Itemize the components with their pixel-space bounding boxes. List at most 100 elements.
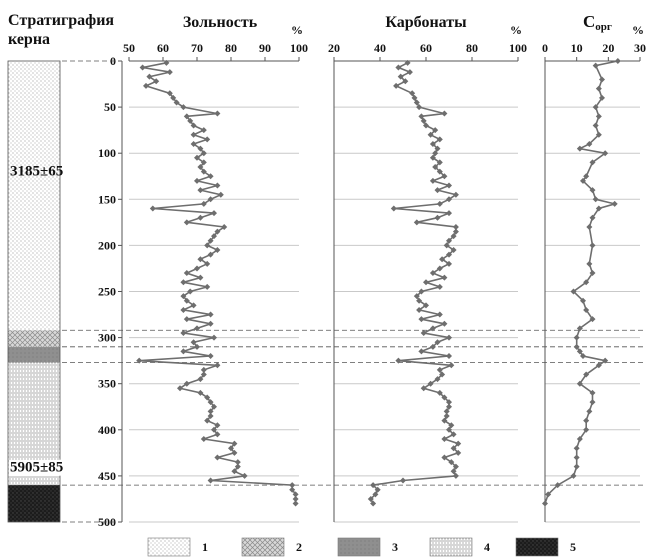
data-point xyxy=(183,113,190,120)
data-point xyxy=(183,219,190,226)
panel-3: 0 10 20 30 Сорг% xyxy=(542,12,646,523)
data-point xyxy=(434,187,441,194)
data-point xyxy=(204,394,211,401)
data-point xyxy=(554,482,561,489)
data-point xyxy=(592,104,599,111)
data-point xyxy=(439,371,446,378)
strat-unit-3 xyxy=(8,346,60,363)
data-point xyxy=(418,316,425,323)
data-point xyxy=(436,389,443,396)
data-point xyxy=(570,288,577,295)
data-point xyxy=(436,311,443,318)
data-point xyxy=(190,302,197,309)
data-point xyxy=(418,113,425,120)
data-point xyxy=(595,113,602,120)
data-point xyxy=(200,159,207,166)
data-point xyxy=(214,247,221,254)
data-point xyxy=(149,205,156,212)
data-point xyxy=(207,251,214,258)
panel-2: 20 40 60 80 100 Карбонаты% xyxy=(328,14,527,523)
data-point xyxy=(395,357,402,364)
data-point xyxy=(595,131,602,138)
data-point xyxy=(583,371,590,378)
data-point xyxy=(429,140,436,147)
data-point xyxy=(228,445,234,452)
data-point xyxy=(434,376,441,383)
data-point xyxy=(436,168,443,175)
data-point xyxy=(423,122,429,129)
data-point xyxy=(545,491,552,498)
data-point xyxy=(292,491,299,498)
data-point xyxy=(441,274,448,281)
data-point xyxy=(413,99,420,106)
data-point xyxy=(153,78,160,85)
data-point xyxy=(374,486,381,493)
data-point xyxy=(580,177,586,184)
data-point xyxy=(183,270,190,277)
data-point xyxy=(214,362,221,369)
data-point xyxy=(432,127,439,134)
data-point xyxy=(211,210,217,217)
data-point xyxy=(592,62,599,69)
data-point xyxy=(204,417,211,424)
data-point xyxy=(586,408,593,415)
data-point xyxy=(190,122,197,129)
data-point xyxy=(570,472,577,479)
data-point xyxy=(234,459,241,466)
data-point xyxy=(446,353,452,360)
data-point xyxy=(292,495,299,502)
data-point xyxy=(292,500,299,507)
legend-item-5: 5 xyxy=(515,537,576,557)
x-tick-label: 60 xyxy=(420,41,432,55)
data-point xyxy=(589,399,596,406)
data-point xyxy=(200,200,207,207)
x-tick-label: 70 xyxy=(191,41,203,55)
data-point xyxy=(452,228,459,235)
data-point xyxy=(446,196,452,203)
data-point xyxy=(372,491,379,498)
data-point xyxy=(402,78,409,85)
data-point xyxy=(180,306,187,313)
series-line xyxy=(139,62,297,504)
data-point xyxy=(583,306,590,313)
data-point xyxy=(602,150,609,157)
data-point xyxy=(441,454,448,461)
data-point xyxy=(416,306,423,313)
data-point xyxy=(599,76,605,83)
data-point xyxy=(211,233,217,240)
data-point xyxy=(583,279,590,286)
data-point xyxy=(197,187,204,194)
data-point xyxy=(589,242,596,249)
data-point xyxy=(221,223,228,230)
data-point xyxy=(207,408,214,415)
data-point xyxy=(413,219,420,226)
data-point xyxy=(197,214,204,221)
data-point xyxy=(170,94,177,101)
data-point xyxy=(231,440,238,447)
data-point xyxy=(441,110,448,117)
data-point xyxy=(200,366,207,373)
data-point xyxy=(446,334,452,341)
data-point xyxy=(217,191,224,198)
x-tick-label: 0 xyxy=(542,41,548,55)
data-point xyxy=(420,117,427,124)
data-point xyxy=(448,422,455,429)
data-point xyxy=(204,260,211,267)
data-point xyxy=(452,191,459,198)
depth-tick-label: 450 xyxy=(98,469,116,483)
data-point xyxy=(180,329,187,336)
data-point xyxy=(542,500,548,507)
data-point xyxy=(214,454,221,461)
data-point xyxy=(592,122,599,129)
data-point xyxy=(241,472,248,479)
x-tick-label: 20 xyxy=(328,41,340,55)
x-tick-label: 80 xyxy=(225,41,237,55)
panel-title: Карбонаты xyxy=(385,14,467,31)
depth-tick-label: 150 xyxy=(98,192,116,206)
data-point xyxy=(429,343,436,350)
data-point xyxy=(446,182,452,189)
depth-tick-label: 350 xyxy=(98,377,116,391)
data-point xyxy=(427,131,434,138)
